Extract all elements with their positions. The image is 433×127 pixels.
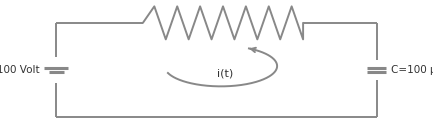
Text: C=100 μF: C=100 μF xyxy=(391,65,433,75)
Text: i(t): i(t) xyxy=(217,69,233,79)
Text: V=100 Volt: V=100 Volt xyxy=(0,65,40,75)
